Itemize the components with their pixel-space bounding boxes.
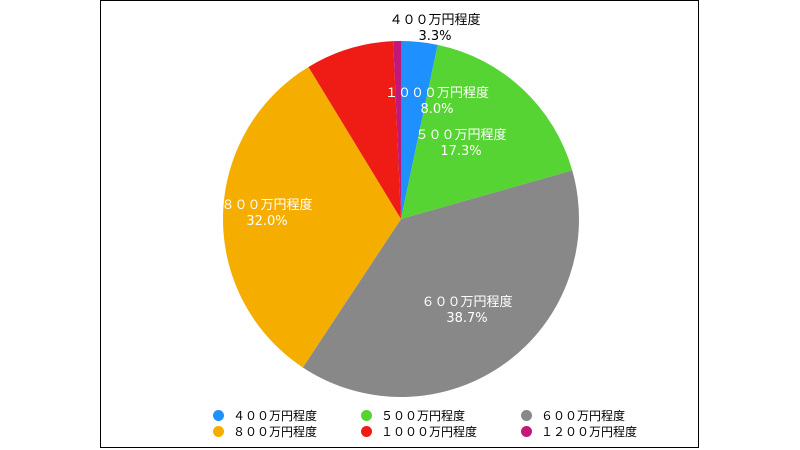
legend-label: １０００万円程度 [381, 424, 478, 439]
legend-swatch [521, 409, 532, 421]
slice-category-label: ５００万円程度 [415, 127, 506, 143]
legend-row: ８００万円程度 １０００万円程度 １２００万円程度 [213, 423, 673, 439]
legend-label: ８００万円程度 [233, 424, 318, 439]
slice-category-label: ６００万円程度 [421, 294, 512, 310]
legend-swatch [361, 425, 372, 437]
pie-slice [223, 66, 401, 368]
slice-percent-label: 32.0% [246, 214, 287, 229]
legend-item: ６００万円程度 [521, 407, 625, 423]
pie-slice [401, 44, 573, 220]
slice-percent-label: 17.3% [440, 144, 481, 159]
legend-swatch [361, 409, 372, 421]
slice-category-label: １０００万円程度 [385, 85, 489, 101]
legend-label: ５００万円程度 [381, 408, 466, 423]
pie-slice [308, 41, 401, 220]
slice-percent-label: 8.0% [420, 102, 453, 117]
legend-row: ４００万円程度 ５００万円程度 ６００万円程度 [213, 407, 673, 423]
legend-item: １２００万円程度 [521, 423, 637, 439]
legend-label: １２００万円程度 [541, 424, 638, 439]
pie-slice [393, 41, 401, 219]
legend-label: ６００万円程度 [541, 408, 626, 423]
slice-percent-label: 3.3% [418, 29, 451, 44]
pie-slice [302, 170, 579, 397]
chart-legend: ４００万円程度 ５００万円程度 ６００万円程度 ８００万円程度 １０００万円程度 [213, 407, 673, 439]
legend-label: ４００万円程度 [233, 408, 318, 423]
legend-item: １０００万円程度 [361, 423, 521, 439]
legend-swatch [521, 425, 532, 437]
legend-item: ５００万円程度 [361, 407, 521, 423]
pie-slice [401, 41, 438, 219]
chart-frame: ４００万円程度 3.3% ５００万円程度 17.3% ６００万円程度 38.7% ８００万円… [100, 0, 699, 448]
legend-item: ８００万円程度 [213, 423, 361, 439]
slice-percent-label: 38.7% [446, 311, 487, 326]
slice-category-label: ８００万円程度 [221, 197, 312, 213]
legend-swatch [213, 425, 224, 437]
slice-category-label: ４００万円程度 [389, 12, 480, 28]
legend-item: ４００万円程度 [213, 407, 361, 423]
legend-swatch [213, 409, 224, 421]
